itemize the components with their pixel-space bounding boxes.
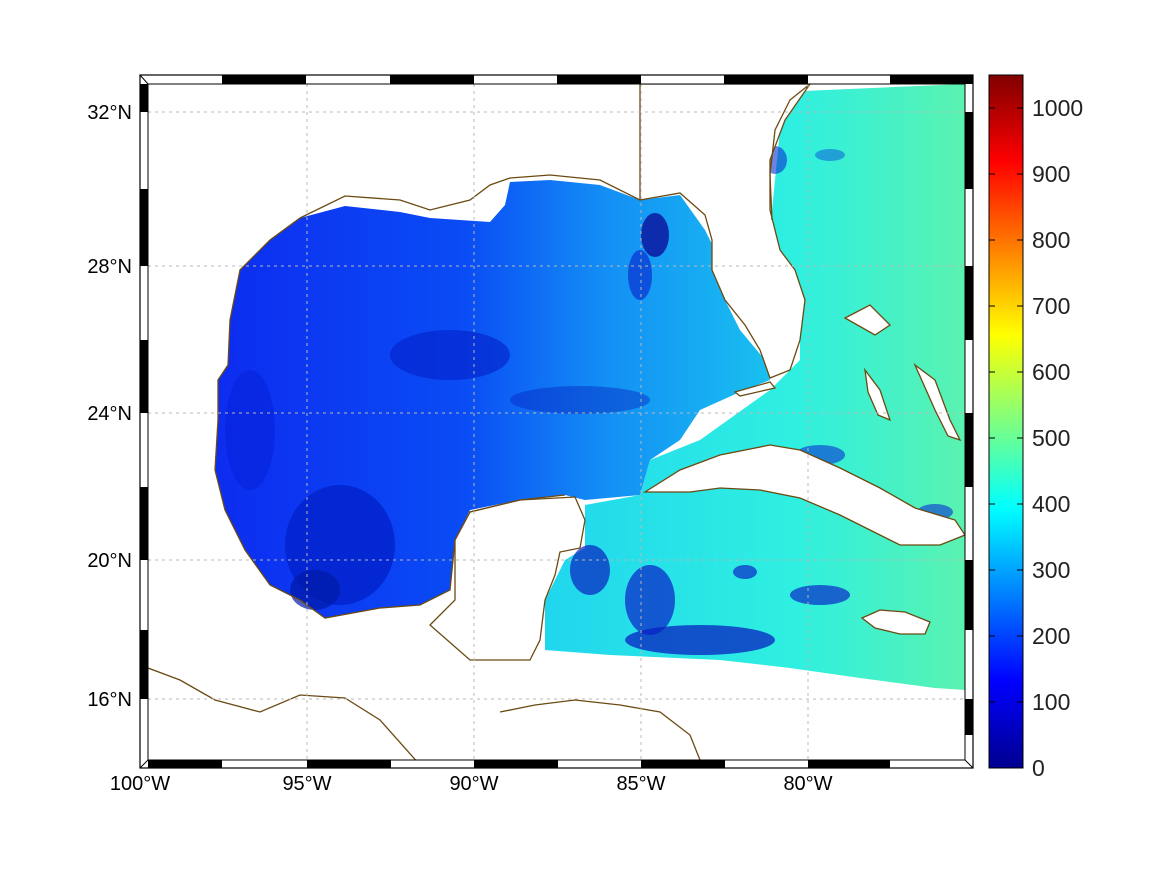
field-patch (625, 565, 675, 635)
x-tick-label: 85°W (616, 773, 665, 795)
field-patch (390, 330, 510, 380)
field-atlantic (545, 84, 965, 690)
land-florida (639, 84, 811, 379)
field-patch (570, 545, 610, 595)
colorbar-tick-label: 0 (1032, 755, 1045, 781)
colorbar-gradient (988, 74, 1024, 769)
value-field (215, 84, 965, 690)
land-jamaica (860, 609, 931, 635)
x-tick-label: 90°W (449, 773, 498, 795)
coast-north-gulf (299, 174, 641, 219)
colorbar-tick-label: 200 (1032, 623, 1070, 649)
x-tick-label: 95°W (282, 773, 331, 795)
colorbar-tick-label: 900 (1032, 161, 1070, 187)
colorbar-tick-label: 500 (1032, 425, 1070, 451)
y-tick-label: 32°N (87, 102, 132, 124)
y-tick-label: 24°N (87, 403, 132, 425)
colorbar-ticks (989, 107, 1023, 769)
x-tick-label: 100°W (110, 773, 170, 795)
x-tick-label: 80°W (783, 773, 832, 795)
y-tick-label: 20°N (87, 550, 132, 572)
field-patch (733, 565, 757, 579)
colorbar-tick-label: 300 (1032, 557, 1070, 583)
colorbar-tick-label: 100 (1032, 689, 1070, 715)
coastlines (148, 84, 811, 760)
field-patch (290, 570, 340, 610)
field-patch (790, 585, 850, 605)
grid (148, 84, 965, 760)
field-patch (225, 370, 275, 490)
colorbar-tick-label: 400 (1032, 491, 1070, 517)
coast-central-america (499, 699, 701, 760)
coast-gulf (214, 217, 566, 619)
y-tick-label: 28°N (87, 256, 132, 278)
land-keys (733, 381, 777, 397)
land-cuba (642, 444, 965, 546)
y-tick-labels: 32°N 28°N 24°N 20°N 16°N (87, 102, 132, 711)
colorbar-tick-label: 700 (1032, 293, 1070, 319)
land-bahamas-3 (913, 362, 962, 442)
land-bahamas-1 (843, 304, 892, 336)
field-patch (510, 386, 650, 414)
field-patch (625, 625, 775, 655)
map-frame (139, 74, 974, 769)
x-tick-labels: 100°W 95°W 90°W 85°W 80°W (110, 773, 833, 795)
colorbar: 0 100 200 300 400 500 600 700 800 900 10… (988, 74, 1083, 781)
coast-east-florida (769, 84, 811, 221)
field-patch (815, 149, 845, 161)
land-masks (429, 84, 965, 661)
field-patch (628, 250, 652, 300)
land-bahamas-2 (864, 367, 892, 422)
field-patch (641, 213, 669, 257)
colorbar-tick-label: 800 (1032, 227, 1070, 253)
coast-pacific (148, 667, 417, 760)
colorbar-tick-label: 1000 (1032, 95, 1083, 121)
colorbar-tick-label: 600 (1032, 359, 1070, 385)
y-tick-label: 16°N (87, 689, 132, 711)
